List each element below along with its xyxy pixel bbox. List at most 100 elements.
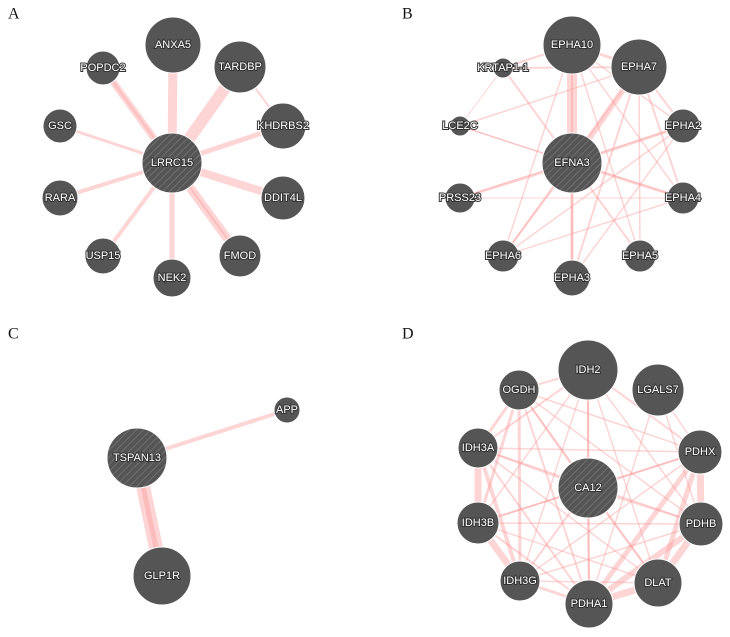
node — [259, 102, 307, 150]
edge — [502, 125, 684, 257]
hub-node — [541, 132, 603, 194]
node-label: IDH2 — [575, 364, 600, 376]
node-label: GLP1R — [144, 570, 180, 582]
node-label: EPHA2 — [665, 120, 701, 132]
node — [85, 50, 121, 86]
edge — [477, 522, 659, 584]
node — [486, 239, 520, 273]
edge — [477, 522, 702, 525]
edge — [571, 66, 640, 279]
node-label: LRRC15 — [151, 157, 193, 169]
edge — [587, 369, 659, 584]
node — [665, 108, 701, 144]
panel-label: C — [8, 326, 19, 343]
node-label: USP15 — [86, 250, 121, 262]
node-label: APP — [276, 404, 298, 416]
node — [213, 40, 267, 94]
node-label: EFNA3 — [554, 157, 589, 169]
node-label: EPHA3 — [554, 272, 590, 284]
node-label: EPHA5 — [622, 250, 658, 262]
node-label: EPHA10 — [551, 39, 593, 51]
edge — [502, 197, 684, 257]
node — [457, 427, 499, 469]
node — [41, 179, 79, 217]
edge — [459, 67, 504, 127]
nodes — [41, 15, 724, 629]
node-label: TSPAN13 — [113, 452, 161, 464]
node-label: KHDRBS2 — [257, 120, 309, 132]
edge — [519, 523, 702, 582]
node — [260, 175, 306, 221]
node — [492, 57, 514, 79]
edge — [519, 369, 589, 582]
node-label: ANXA5 — [155, 39, 191, 51]
node — [610, 38, 668, 96]
node-label: PDHB — [686, 518, 717, 530]
node-label: LCE2C — [442, 120, 478, 132]
node — [456, 501, 500, 545]
node-label: POPDC2 — [80, 62, 125, 74]
edge — [587, 369, 702, 525]
node-label: KRTAP1-1 — [477, 62, 529, 74]
edge — [518, 389, 590, 605]
node-label: OGDH — [503, 384, 536, 396]
edge — [586, 449, 703, 607]
node-label: TARDBP — [218, 61, 262, 73]
node-label: IDH3A — [462, 442, 495, 454]
node — [273, 396, 301, 424]
node-label: RARA — [45, 192, 76, 204]
edge — [502, 44, 573, 257]
node — [132, 546, 192, 606]
node-label: IDH3G — [503, 575, 537, 587]
edge — [519, 451, 701, 582]
edge — [571, 44, 684, 199]
node — [498, 369, 540, 411]
node — [444, 182, 476, 214]
hub-node — [557, 457, 619, 519]
node — [542, 15, 602, 75]
node-label: GSC — [48, 120, 72, 132]
edge — [459, 66, 640, 127]
edge — [476, 388, 521, 525]
node — [144, 16, 202, 74]
edge — [571, 125, 684, 279]
node — [564, 579, 614, 629]
node-label: IDH3B — [462, 517, 494, 529]
node-label: DDIT4L — [264, 192, 302, 204]
node — [218, 234, 262, 278]
node-label: EPHA4 — [665, 192, 701, 204]
node — [623, 239, 657, 273]
node-label: NEK2 — [158, 272, 187, 284]
edge — [638, 66, 641, 257]
edge — [477, 447, 659, 584]
node — [152, 258, 192, 298]
node — [677, 429, 723, 475]
node — [84, 237, 122, 275]
node — [678, 501, 724, 547]
node — [666, 181, 700, 215]
node — [553, 259, 591, 297]
edge — [571, 44, 641, 257]
node — [499, 560, 541, 602]
node-label: CA12 — [574, 482, 602, 494]
node-label: LGALS7 — [637, 384, 679, 396]
edge — [588, 389, 659, 605]
edge — [518, 389, 702, 525]
node-label: PDHX — [685, 446, 716, 458]
edge — [477, 447, 590, 605]
panel-label: D — [402, 326, 414, 343]
node-label: EPHA6 — [485, 250, 521, 262]
node — [449, 115, 471, 137]
edge — [517, 388, 522, 583]
edge — [518, 389, 701, 453]
node-label: FMOD — [224, 250, 256, 262]
panel-label: A — [8, 6, 20, 23]
node-label: DLAT — [644, 577, 672, 589]
edge — [477, 447, 701, 453]
node-label: PDHA1 — [571, 598, 608, 610]
hub-node — [106, 427, 168, 489]
panel-label: B — [402, 6, 413, 23]
